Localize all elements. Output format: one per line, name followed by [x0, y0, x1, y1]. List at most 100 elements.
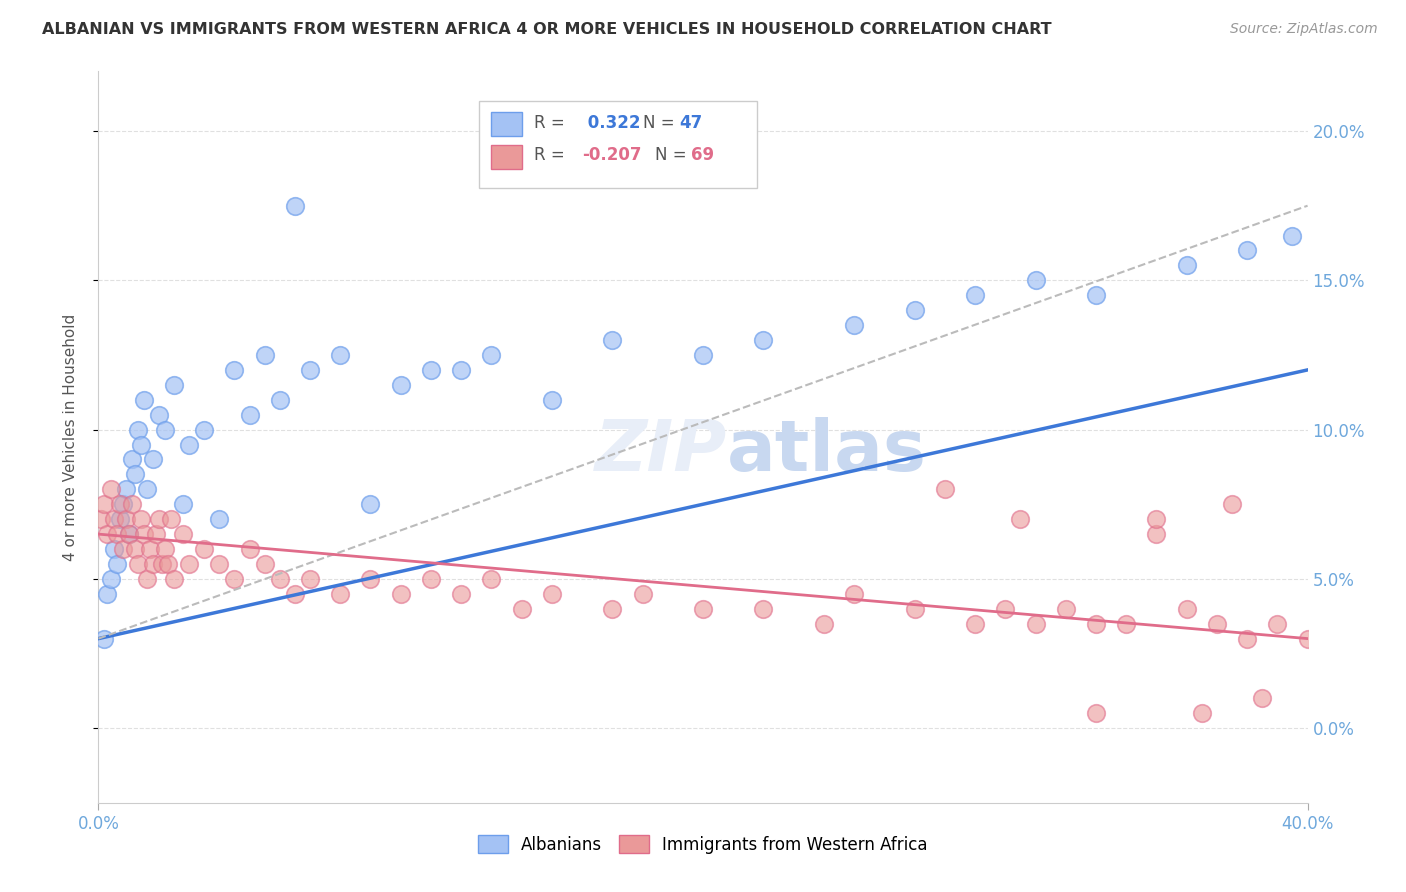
Point	[253, 348, 276, 362]
Point	[450, 363, 472, 377]
Point	[389, 377, 412, 392]
Point	[1010, 512, 1032, 526]
Text: -0.207: -0.207	[582, 146, 641, 164]
Text: R =: R =	[534, 146, 569, 164]
Point	[103, 512, 125, 526]
Point	[148, 512, 170, 526]
Point	[540, 392, 562, 407]
Point	[93, 497, 115, 511]
Point	[1146, 512, 1168, 526]
Point	[118, 527, 141, 541]
Point	[631, 587, 654, 601]
Text: R =: R =	[534, 113, 569, 131]
Point	[239, 542, 262, 557]
Point	[994, 601, 1017, 615]
Text: atlas: atlas	[727, 417, 927, 486]
Text: 47: 47	[679, 113, 702, 131]
Point	[934, 483, 956, 497]
Text: 0.322: 0.322	[582, 113, 641, 131]
Text: ALBANIAN VS IMMIGRANTS FROM WESTERN AFRICA 4 OR MORE VEHICLES IN HOUSEHOLD CORRE: ALBANIAN VS IMMIGRANTS FROM WESTERN AFRI…	[42, 22, 1052, 37]
Point	[121, 452, 143, 467]
Point	[1281, 228, 1303, 243]
Point	[1054, 601, 1077, 615]
Point	[299, 572, 322, 586]
Point	[148, 408, 170, 422]
FancyBboxPatch shape	[492, 145, 522, 169]
Point	[142, 557, 165, 571]
Point	[1085, 288, 1108, 302]
Point	[844, 318, 866, 332]
Text: N =: N =	[643, 113, 679, 131]
Point	[145, 527, 167, 541]
Point	[253, 557, 276, 571]
Point	[420, 572, 443, 586]
Point	[844, 587, 866, 601]
Point	[114, 483, 136, 497]
Point	[329, 348, 352, 362]
Y-axis label: 4 or more Vehicles in Household: 4 or more Vehicles in Household	[63, 313, 77, 561]
Point	[111, 497, 134, 511]
Point	[481, 348, 503, 362]
Point	[103, 542, 125, 557]
Point	[142, 452, 165, 467]
Point	[160, 512, 183, 526]
Point	[752, 333, 775, 347]
Point	[269, 392, 291, 407]
Point	[193, 542, 215, 557]
Point	[93, 632, 115, 646]
Point	[752, 601, 775, 615]
Point	[127, 423, 149, 437]
Point	[540, 587, 562, 601]
Point	[100, 572, 122, 586]
Point	[127, 557, 149, 571]
Point	[124, 542, 146, 557]
Point	[1267, 616, 1289, 631]
Point	[108, 512, 131, 526]
Point	[329, 587, 352, 601]
Point	[129, 512, 152, 526]
Point	[510, 601, 533, 615]
Point	[420, 363, 443, 377]
Point	[813, 616, 835, 631]
Point	[965, 288, 987, 302]
Point	[1251, 691, 1274, 706]
Point	[602, 601, 624, 615]
Point	[153, 542, 176, 557]
Point	[135, 483, 157, 497]
Point	[1296, 632, 1319, 646]
Point	[114, 512, 136, 526]
Legend: Albanians, Immigrants from Western Africa: Albanians, Immigrants from Western Afric…	[471, 829, 935, 860]
Point	[1191, 706, 1213, 721]
Point	[1024, 616, 1046, 631]
Point	[1085, 616, 1108, 631]
Point	[1175, 601, 1198, 615]
Point	[692, 348, 714, 362]
Point	[163, 377, 186, 392]
Point	[1146, 527, 1168, 541]
Point	[118, 527, 141, 541]
Point	[360, 572, 382, 586]
Point	[299, 363, 322, 377]
Point	[224, 363, 246, 377]
Point	[904, 601, 927, 615]
Point	[193, 423, 215, 437]
Point	[139, 542, 162, 557]
Point	[208, 557, 231, 571]
Point	[90, 512, 112, 526]
Point	[239, 408, 262, 422]
Point	[360, 497, 382, 511]
Point	[96, 587, 118, 601]
Point	[1206, 616, 1229, 631]
Point	[132, 527, 155, 541]
Point	[150, 557, 173, 571]
Point	[163, 572, 186, 586]
Point	[111, 542, 134, 557]
FancyBboxPatch shape	[492, 112, 522, 136]
Point	[96, 527, 118, 541]
Point	[1024, 273, 1046, 287]
Point	[105, 557, 128, 571]
Point	[100, 483, 122, 497]
Point	[1175, 259, 1198, 273]
Point	[481, 572, 503, 586]
Text: Source: ZipAtlas.com: Source: ZipAtlas.com	[1230, 22, 1378, 37]
